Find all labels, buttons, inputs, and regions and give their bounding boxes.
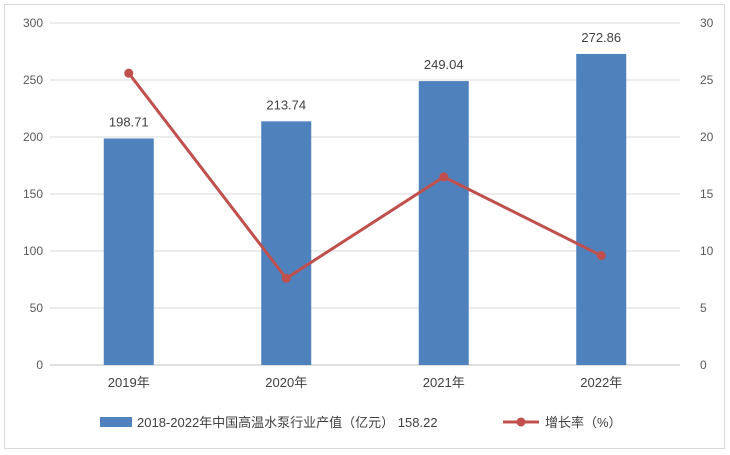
right-tick-label: 5 — [700, 301, 707, 315]
growth-line — [124, 68, 606, 283]
bar — [103, 138, 154, 365]
growth-point — [281, 273, 291, 283]
bar — [261, 121, 312, 366]
growth-point — [439, 172, 449, 182]
left-tick-label: 200 — [23, 130, 43, 144]
growth-point — [596, 251, 606, 261]
right-tick-label: 0 — [700, 358, 707, 372]
left-tick-label: 50 — [30, 301, 44, 315]
bar-data-labels: 198.71 213.74 249.04 272.86 — [109, 30, 621, 130]
legend-bar-label: 2018-2022年中国高温水泵行业产值（亿元） 158.22 — [137, 415, 438, 430]
bar-data-label: 213.74 — [266, 97, 306, 112]
growth-point — [124, 68, 134, 78]
bar-data-label: 249.04 — [424, 57, 464, 72]
legend: 2018-2022年中国高温水泵行业产值（亿元） 158.22 增长率（%） — [100, 415, 622, 430]
category-label: 2022年 — [580, 375, 622, 390]
chart-frame: 198.71 213.74 249.04 272.86 0 50 100 150 200 250… — [4, 4, 725, 449]
left-axis-ticks: 0 50 100 150 200 250 300 — [23, 16, 43, 372]
category-axis-labels: 2019年 2020年 2021年 2022年 — [108, 375, 622, 390]
left-tick-label: 150 — [23, 187, 43, 201]
bar — [418, 81, 469, 366]
left-tick-label: 100 — [23, 244, 43, 258]
bar-data-label: 198.71 — [109, 114, 149, 129]
bar — [576, 53, 627, 365]
right-tick-label: 15 — [700, 187, 714, 201]
growth-line-path — [127, 72, 602, 280]
right-axis-ticks: 0 5 10 15 20 25 30 — [700, 16, 714, 372]
category-label: 2020年 — [265, 375, 307, 390]
bars — [103, 53, 627, 366]
legend-line-label: 增长率（%） — [545, 415, 622, 430]
left-tick-label: 0 — [36, 358, 43, 372]
category-label: 2019年 — [108, 375, 150, 390]
category-label: 2021年 — [423, 375, 465, 390]
right-tick-label: 10 — [700, 244, 714, 258]
right-tick-label: 30 — [700, 16, 714, 30]
right-tick-label: 25 — [700, 73, 714, 87]
legend-bar-swatch — [100, 417, 132, 427]
left-tick-label: 250 — [23, 73, 43, 87]
gridlines — [50, 22, 680, 366]
bar-data-label: 272.86 — [581, 30, 621, 45]
right-tick-label: 20 — [700, 130, 714, 144]
left-tick-label: 300 — [23, 16, 43, 30]
legend-line-marker — [516, 417, 526, 427]
